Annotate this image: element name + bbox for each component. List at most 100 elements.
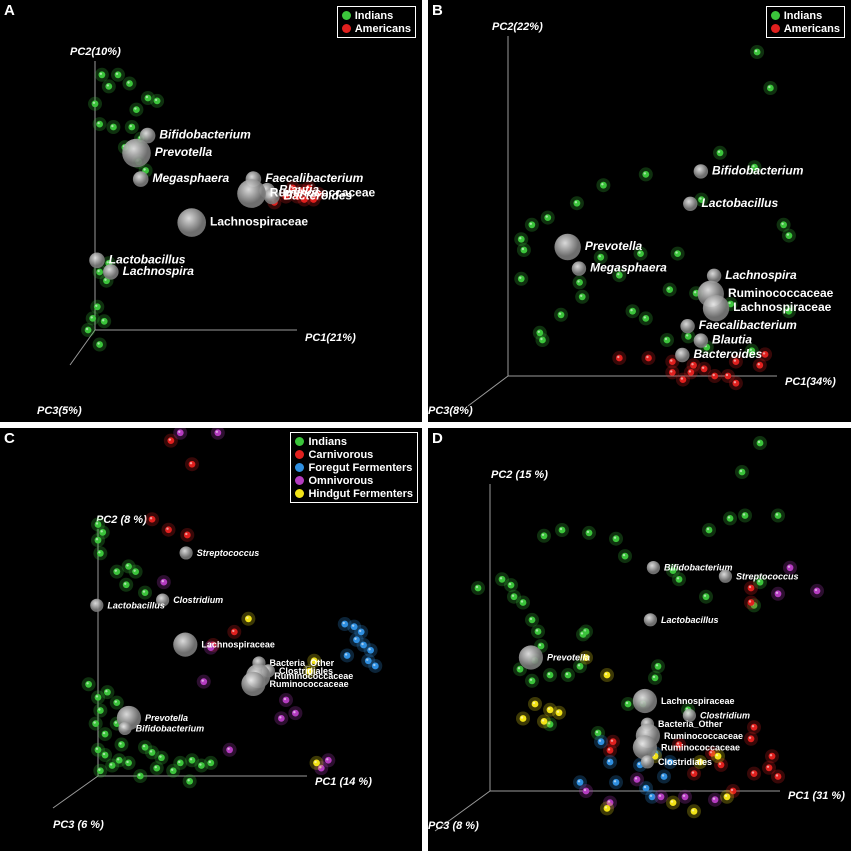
taxon-sphere [683, 196, 698, 211]
point-indians [738, 508, 752, 523]
point-carnivorous [603, 743, 617, 758]
taxon-sphere [571, 261, 587, 276]
taxon-label: Faecalibacterium [265, 171, 363, 185]
point-indians [525, 673, 539, 688]
point-americans [675, 372, 690, 387]
point-americans [752, 358, 767, 373]
point-omnivorous [321, 753, 336, 768]
point-indians [138, 585, 152, 600]
pc3-axis-label: PC3 (6 %) [53, 819, 104, 831]
point-indians [612, 268, 627, 283]
legend-label: Americans [354, 22, 411, 35]
point-hindgut-fermenters [516, 711, 530, 726]
legend-item: Indians [770, 9, 840, 22]
point-indians [90, 299, 105, 314]
taxon-sphere [640, 755, 654, 769]
point-indians [100, 685, 115, 700]
pc1-axis-label: PC1(34%) [785, 376, 836, 388]
point-indians [516, 595, 530, 610]
taxon-label: Prevotella [155, 145, 213, 159]
point-americans [290, 189, 305, 204]
taxon-label: Lachnospiraceae [201, 640, 275, 650]
point-omnivorous [579, 784, 593, 798]
legend: Indians Carnivorous Foregut Fermenters Omni… [290, 432, 418, 503]
taxon-sphere [682, 708, 696, 723]
point-indians [569, 196, 584, 211]
point-indians [699, 589, 713, 604]
taxon-sphere [237, 179, 266, 208]
point-indians [94, 67, 109, 82]
point-foregut-fermenters [573, 775, 587, 790]
taxon-label: Clostridiales [658, 757, 712, 767]
taxon-label: Prevotella [585, 239, 643, 253]
pc2-axis-label: PC2(10%) [70, 46, 121, 58]
panel-c: PC1 (14 %) PC2 (8 %) PC3 (6 %) Streptococcu… [0, 428, 422, 851]
point-hindgut-fermenters [307, 653, 322, 668]
point-indians [101, 79, 116, 94]
legend-item: Foregut Fermenters [295, 461, 413, 474]
point-omnivorous [630, 772, 644, 787]
point-americans [297, 192, 312, 207]
point-foregut-fermenters [340, 648, 355, 663]
point-carnivorous [771, 769, 785, 784]
point-hindgut-fermenters [687, 804, 701, 819]
panel-letter: B [432, 2, 443, 19]
taxon-label: Blautia [279, 183, 319, 197]
point-omnivorous [279, 693, 293, 708]
point-indians [648, 670, 662, 685]
panel-letter: C [4, 430, 15, 447]
point-indians [88, 716, 103, 731]
point-indians [638, 311, 653, 326]
point-indians [516, 243, 531, 257]
pcoa-plot-d: PC1 (31 %) PC2 (15 %) PC3 (8 %) Bifidobacte… [428, 436, 845, 832]
point-carnivorous [744, 731, 758, 746]
point-indians [514, 271, 529, 286]
taxon-label: Bacteroides [694, 347, 763, 361]
point-indians [532, 325, 547, 340]
point-indians [543, 717, 557, 732]
point-omnivorous [654, 789, 668, 804]
taxon-sphere [264, 188, 280, 205]
point-foregut-fermenters [663, 755, 677, 769]
point-indians [173, 755, 188, 770]
point-carnivorous [606, 734, 620, 749]
point-foregut-fermenters [657, 769, 671, 784]
point-indians [92, 117, 107, 132]
point-indians [537, 528, 551, 543]
point-carnivorous [185, 457, 199, 472]
point-indians [111, 67, 125, 82]
point-indians [128, 564, 143, 579]
taxon-label: Ruminococcaceae [270, 679, 349, 689]
point-indians [129, 102, 144, 117]
point-indians [97, 314, 112, 329]
point-indians [582, 525, 596, 540]
point-indians [121, 559, 136, 574]
pc3-axis-line [52, 775, 99, 809]
point-omnivorous [783, 560, 797, 575]
legend: Indians Americans [765, 6, 845, 38]
point-indians [753, 436, 767, 450]
point-indians [702, 523, 716, 537]
point-foregut-fermenters [347, 619, 362, 634]
point-indians [554, 307, 568, 322]
legend-label: Omnivorous [308, 474, 374, 487]
legend-item: Indians [295, 435, 413, 448]
legend-swatch [770, 24, 780, 33]
taxon-sphere [103, 264, 119, 280]
point-indians [98, 748, 113, 763]
legend-swatch [770, 11, 780, 20]
point-indians [507, 589, 521, 604]
point-foregut-fermenters [368, 658, 383, 673]
point-omnivorous [203, 640, 218, 655]
panel-letter: A [4, 2, 15, 19]
point-indians [91, 533, 105, 548]
point-indians [593, 250, 608, 265]
point-indians [109, 564, 124, 579]
point-indians [753, 575, 767, 590]
point-indians [203, 755, 218, 770]
point-indians [561, 668, 575, 682]
point-indians [621, 697, 635, 711]
panel-a: PC1(21%) PC2(10%) PC3(5%) Bifidobacterium Pr… [0, 0, 422, 422]
point-indians [591, 726, 605, 740]
point-omnivorous [173, 428, 188, 440]
